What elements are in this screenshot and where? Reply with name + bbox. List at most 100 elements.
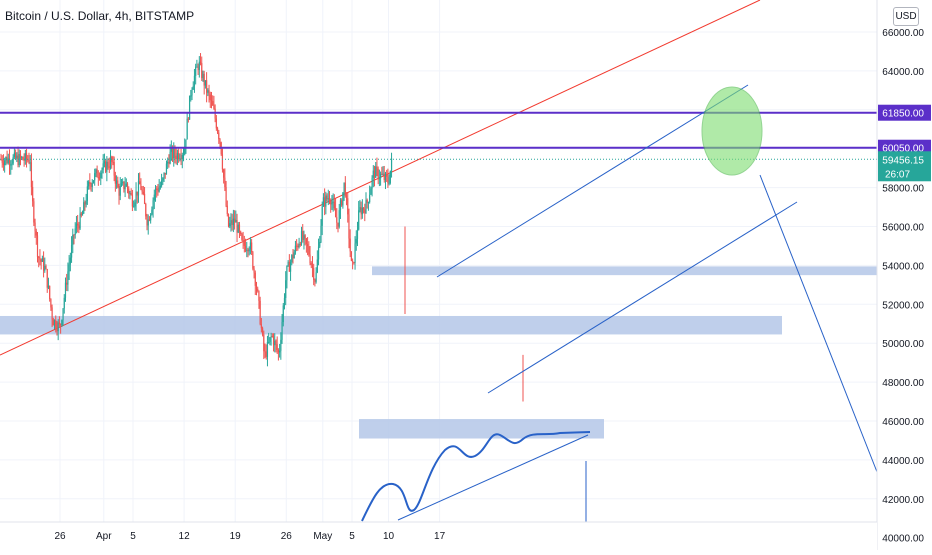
candle — [257, 286, 259, 293]
candle-body — [293, 252, 295, 259]
candle-body — [317, 246, 320, 260]
candle — [91, 179, 93, 192]
candle-body — [143, 193, 146, 204]
candle — [263, 330, 265, 360]
countdown-label: 26:07 — [885, 169, 910, 180]
candle — [186, 112, 188, 140]
candle — [315, 267, 317, 284]
candle — [181, 152, 183, 169]
candle-body — [28, 159, 30, 163]
candle-body — [64, 282, 67, 298]
candle — [163, 172, 165, 183]
candle-body — [369, 194, 371, 203]
candle — [378, 169, 380, 187]
candle — [72, 228, 74, 254]
candle — [326, 193, 328, 202]
candle-body — [388, 182, 390, 184]
candle-body — [161, 180, 163, 186]
candle-body — [100, 172, 102, 178]
candle-body — [157, 190, 159, 192]
projection-curve — [361, 431, 591, 522]
candle — [135, 182, 137, 211]
plot-background — [0, 0, 877, 522]
candle-body — [86, 186, 88, 202]
candle — [8, 149, 11, 175]
candle-body — [264, 351, 266, 353]
candle-body — [204, 80, 206, 86]
candle — [62, 308, 64, 326]
candle-body — [235, 220, 237, 223]
candle-body — [27, 159, 29, 161]
candle-body — [325, 195, 327, 207]
candle — [69, 252, 71, 272]
highlight-ellipse — [701, 86, 763, 176]
candle — [175, 147, 177, 165]
candle-body — [11, 163, 13, 165]
candle-body — [371, 177, 373, 189]
candle-body — [171, 148, 174, 159]
candle — [356, 221, 359, 247]
candle — [139, 172, 141, 185]
candle-body — [304, 235, 306, 239]
candle-body — [354, 243, 356, 263]
candle-body — [372, 170, 374, 178]
level-label: 60050.00 — [882, 144, 924, 155]
candle — [147, 214, 149, 235]
candle — [168, 154, 170, 168]
candle-body — [97, 177, 99, 179]
chart-title: Bitcoin / U.S. Dollar, 4h, BITSTAMP — [5, 9, 195, 23]
candle-body — [330, 200, 332, 205]
candle — [78, 221, 80, 234]
candle — [390, 152, 393, 178]
candle-body — [254, 272, 256, 286]
candle — [373, 165, 376, 187]
candle-body — [382, 173, 384, 175]
candle-body — [347, 198, 349, 215]
candle — [124, 176, 126, 198]
candle-body — [280, 339, 282, 351]
candle — [322, 193, 325, 207]
candle — [136, 191, 138, 204]
candle — [333, 194, 335, 211]
candle-body — [244, 245, 247, 251]
candle-body — [68, 264, 70, 272]
candle — [68, 255, 70, 280]
candle-body — [7, 158, 9, 163]
candle — [272, 333, 275, 352]
candle-body — [279, 350, 281, 353]
candle-body — [41, 258, 43, 262]
candle — [29, 154, 31, 172]
candle — [331, 195, 333, 210]
candle-body — [255, 285, 258, 289]
candle — [349, 229, 351, 258]
candle — [16, 152, 18, 163]
candle-body — [209, 94, 211, 101]
candle-body — [10, 164, 12, 166]
candle — [276, 336, 278, 355]
candle-body — [282, 305, 284, 323]
candle — [40, 258, 42, 270]
candle-body — [243, 241, 245, 246]
candle-body — [236, 220, 238, 233]
candle — [7, 153, 9, 165]
candle — [25, 148, 28, 168]
candle-body — [315, 272, 317, 282]
candle — [100, 170, 102, 186]
candle — [254, 270, 256, 296]
candle — [221, 148, 224, 173]
currency-button[interactable]: USD — [893, 7, 919, 26]
candle — [51, 304, 53, 328]
candle-body — [107, 161, 109, 167]
candle-body — [216, 128, 219, 133]
candle-body — [320, 225, 322, 242]
time-tick-label: 19 — [230, 531, 242, 542]
candle-body — [79, 213, 81, 229]
candle-body — [364, 209, 366, 214]
candle — [270, 332, 272, 346]
candle — [220, 141, 222, 156]
candle-body — [55, 320, 57, 329]
candle-body — [46, 269, 48, 288]
candle-body — [29, 162, 31, 164]
